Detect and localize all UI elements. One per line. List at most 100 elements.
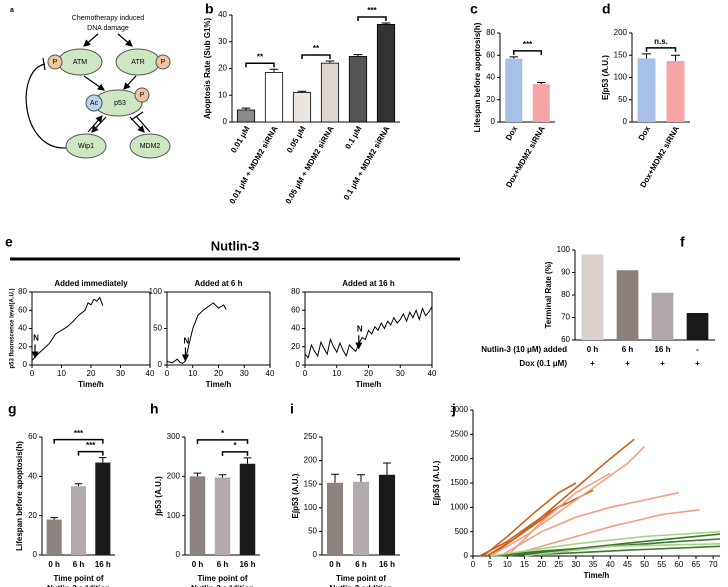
x-tick-label: 0 xyxy=(471,560,476,569)
panel-letter: d xyxy=(602,1,611,17)
x-tick-label: 40 xyxy=(266,369,275,378)
error-bar xyxy=(382,462,392,475)
error-bar xyxy=(269,68,279,73)
error-bar xyxy=(99,457,107,463)
significance-label: ** xyxy=(257,52,264,61)
x-tick-label: 10 xyxy=(332,369,341,378)
y-tick-label: 150 xyxy=(304,479,318,488)
y-tick-label: 150 xyxy=(614,50,628,59)
y-tick-label: 40 xyxy=(18,324,27,333)
x-tick-label: 0.01 μM xyxy=(229,124,252,154)
significance-label: ** xyxy=(313,44,320,53)
panel-letter: j xyxy=(451,401,456,417)
line xyxy=(479,438,635,557)
significance-label: *** xyxy=(74,429,84,438)
panel-letter: c xyxy=(470,1,478,17)
y-axis-label: Lifespan before apoptosis(h) xyxy=(473,22,482,132)
row-label: Dox (0.1 μM) xyxy=(519,359,567,368)
node-label: Wip1 xyxy=(78,143,94,150)
x-axis-label: Time/h xyxy=(206,380,232,389)
x-tick-label: 0 xyxy=(303,369,308,378)
y-tick-label: 40 xyxy=(218,10,227,19)
x-tick-label: 0.01 μM + MDM2 siRNA xyxy=(228,124,280,205)
line xyxy=(506,472,611,557)
bar xyxy=(651,292,674,340)
x-tick-label: 30 xyxy=(396,369,405,378)
y-tick-label: 1000 xyxy=(450,502,468,511)
significance-label: *** xyxy=(523,40,533,49)
x-tick-label: 40 xyxy=(606,560,615,569)
significance-bracket xyxy=(53,438,104,444)
y-tick-label: 250 xyxy=(304,432,318,441)
error-bar xyxy=(330,473,340,483)
y-tick-label: 20 xyxy=(18,342,27,351)
diagram-title: Chemotherapy induced xyxy=(72,15,144,22)
line xyxy=(499,491,679,557)
x-tick-label: 0 h xyxy=(329,560,341,569)
y-tick-label: 20 xyxy=(218,64,227,73)
y-tick-label: 0 xyxy=(623,117,628,126)
x-tick-label: 0 xyxy=(165,369,170,378)
y-tick-label: 0 xyxy=(33,550,38,559)
error-bar xyxy=(536,82,546,85)
significance-bracket xyxy=(301,54,331,60)
error-bar xyxy=(193,472,202,477)
annotation: N xyxy=(33,334,39,343)
y-tick-label: 80 xyxy=(291,287,300,296)
y-tick-label: 300 xyxy=(167,432,181,441)
y-tick-label: 100 xyxy=(557,245,571,254)
diagram-title: DNA damage xyxy=(87,25,129,32)
y-tick-label: 90 xyxy=(561,268,570,277)
node-label: P xyxy=(161,59,166,66)
x-tick-label: 16 h xyxy=(654,345,670,354)
bar xyxy=(320,62,340,123)
y-axis-label: Apoptosis Rate (Sub G1%) xyxy=(203,17,212,119)
x-tick-label: Dox xyxy=(637,124,653,142)
node-label: P xyxy=(140,92,145,99)
significance-bracket xyxy=(645,47,677,52)
x-tick-label: 0 h xyxy=(587,345,599,354)
error-bar xyxy=(381,22,391,25)
error-bar xyxy=(297,90,307,93)
bar xyxy=(505,58,523,122)
y-tick-label: 20 xyxy=(291,342,300,351)
diagram: a Chemotherapy induced DNA damage ATM P … xyxy=(10,7,171,159)
y-tick-label: 100 xyxy=(149,287,163,296)
y-axis-label: E∫p53 (A.U.) xyxy=(432,460,441,505)
y-tick-label: 20 xyxy=(486,95,495,104)
axis-label: Nutlin-3 addition xyxy=(191,584,254,587)
y-axis-label: Terminal Rate (%) xyxy=(544,261,553,328)
significance-label: * xyxy=(233,441,237,450)
bar xyxy=(666,61,685,122)
annotation: N xyxy=(357,324,363,333)
x-tick-label: Dox xyxy=(504,124,520,142)
panel-letter: e xyxy=(5,234,13,250)
x-tick-label: 30 xyxy=(571,560,580,569)
x-tick-label: 40 xyxy=(146,369,155,378)
axis-label: Nutlin-3 (10 μM) added xyxy=(481,345,567,354)
error-bar xyxy=(642,53,651,59)
node-label: Ac xyxy=(90,100,99,107)
line xyxy=(507,533,721,557)
x-tick-label: 20 xyxy=(87,369,96,378)
x-tick-label: 10 xyxy=(503,560,512,569)
x-tick-label: 50 xyxy=(640,560,649,569)
y-tick-label: 100 xyxy=(304,503,318,512)
y-tick-label: 10 xyxy=(218,90,227,99)
y-tick-label: 20 xyxy=(28,511,37,520)
y-tick-label: 50 xyxy=(618,95,627,104)
line xyxy=(507,509,700,557)
y-tick-label: 100 xyxy=(167,511,181,520)
y-tick-label: 80 xyxy=(486,28,495,37)
x-tick-label: 10 xyxy=(57,369,66,378)
x-tick-label: 0 xyxy=(30,369,35,378)
x-tick-label: 20 xyxy=(537,560,546,569)
x-tick-label: - xyxy=(696,345,699,354)
significance-label: *** xyxy=(86,441,96,450)
y-tick-label: 60 xyxy=(28,432,37,441)
y-axis-label: p53 fluorescence level(A.U.) xyxy=(10,288,16,368)
bar xyxy=(70,486,87,555)
line xyxy=(31,296,104,361)
y-tick-label: 200 xyxy=(167,471,181,480)
